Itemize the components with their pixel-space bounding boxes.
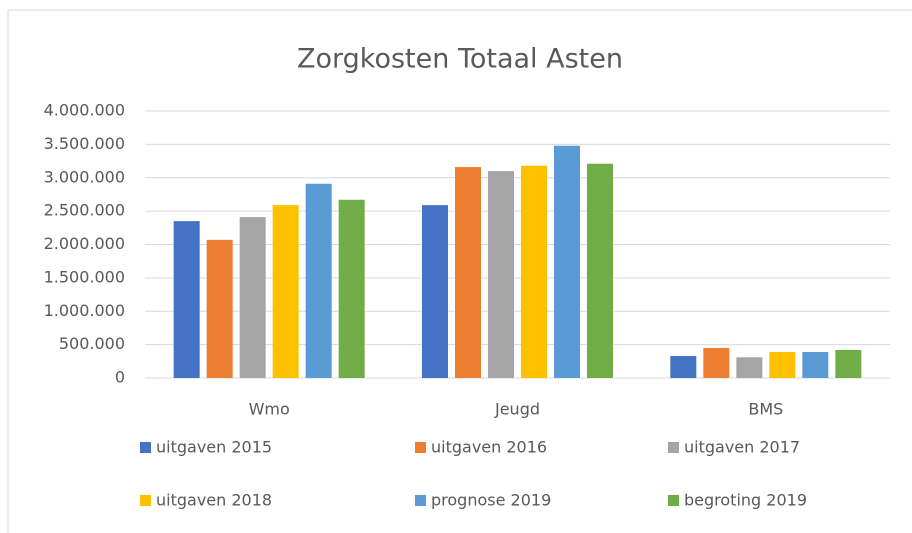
legend-label: prognose 2019 [431, 491, 551, 510]
y-tick-label: 500.000 [59, 334, 125, 353]
bar [239, 217, 266, 378]
bar [206, 239, 233, 378]
x-tick-label: BMS [748, 400, 783, 419]
bar [835, 349, 862, 378]
legend-label: uitgaven 2018 [156, 491, 272, 510]
legend-swatch [140, 442, 151, 453]
legend-swatch [415, 495, 426, 506]
y-tick-label: 3.000.000 [44, 167, 125, 186]
legend-swatch [140, 495, 151, 506]
bar [769, 351, 796, 378]
bar [521, 165, 547, 378]
y-tick-label: 2.500.000 [44, 201, 125, 220]
bar [455, 167, 481, 378]
y-tick-label: 1.000.000 [44, 301, 125, 320]
legend-label: uitgaven 2017 [684, 438, 800, 457]
legend-label: begroting 2019 [684, 491, 807, 510]
legend-swatch [415, 442, 426, 453]
bar [305, 183, 332, 378]
bar [338, 199, 365, 378]
bar [173, 221, 200, 378]
bar [670, 355, 697, 378]
bar [554, 145, 580, 378]
bar [272, 205, 299, 378]
x-tick-label: Wmo [249, 400, 290, 419]
x-tick-label: Jeugd [494, 400, 540, 419]
legend-label: uitgaven 2015 [156, 438, 272, 457]
legend-swatch [668, 495, 679, 506]
bar [703, 347, 730, 378]
y-tick-label: 2.000.000 [44, 234, 125, 253]
y-tick-label: 4.000.000 [44, 101, 125, 120]
legend-swatch [668, 442, 679, 453]
chart-title: Zorgkosten Totaal Asten [297, 44, 623, 75]
y-tick-label: 1.500.000 [44, 267, 125, 286]
legend-label: uitgaven 2016 [431, 438, 547, 457]
y-tick-label: 0 [115, 368, 125, 387]
bar [587, 163, 613, 378]
bar [422, 205, 448, 378]
y-tick-label: 3.500.000 [44, 134, 125, 153]
bar [802, 351, 829, 378]
bar [736, 357, 763, 378]
bar [488, 171, 514, 378]
